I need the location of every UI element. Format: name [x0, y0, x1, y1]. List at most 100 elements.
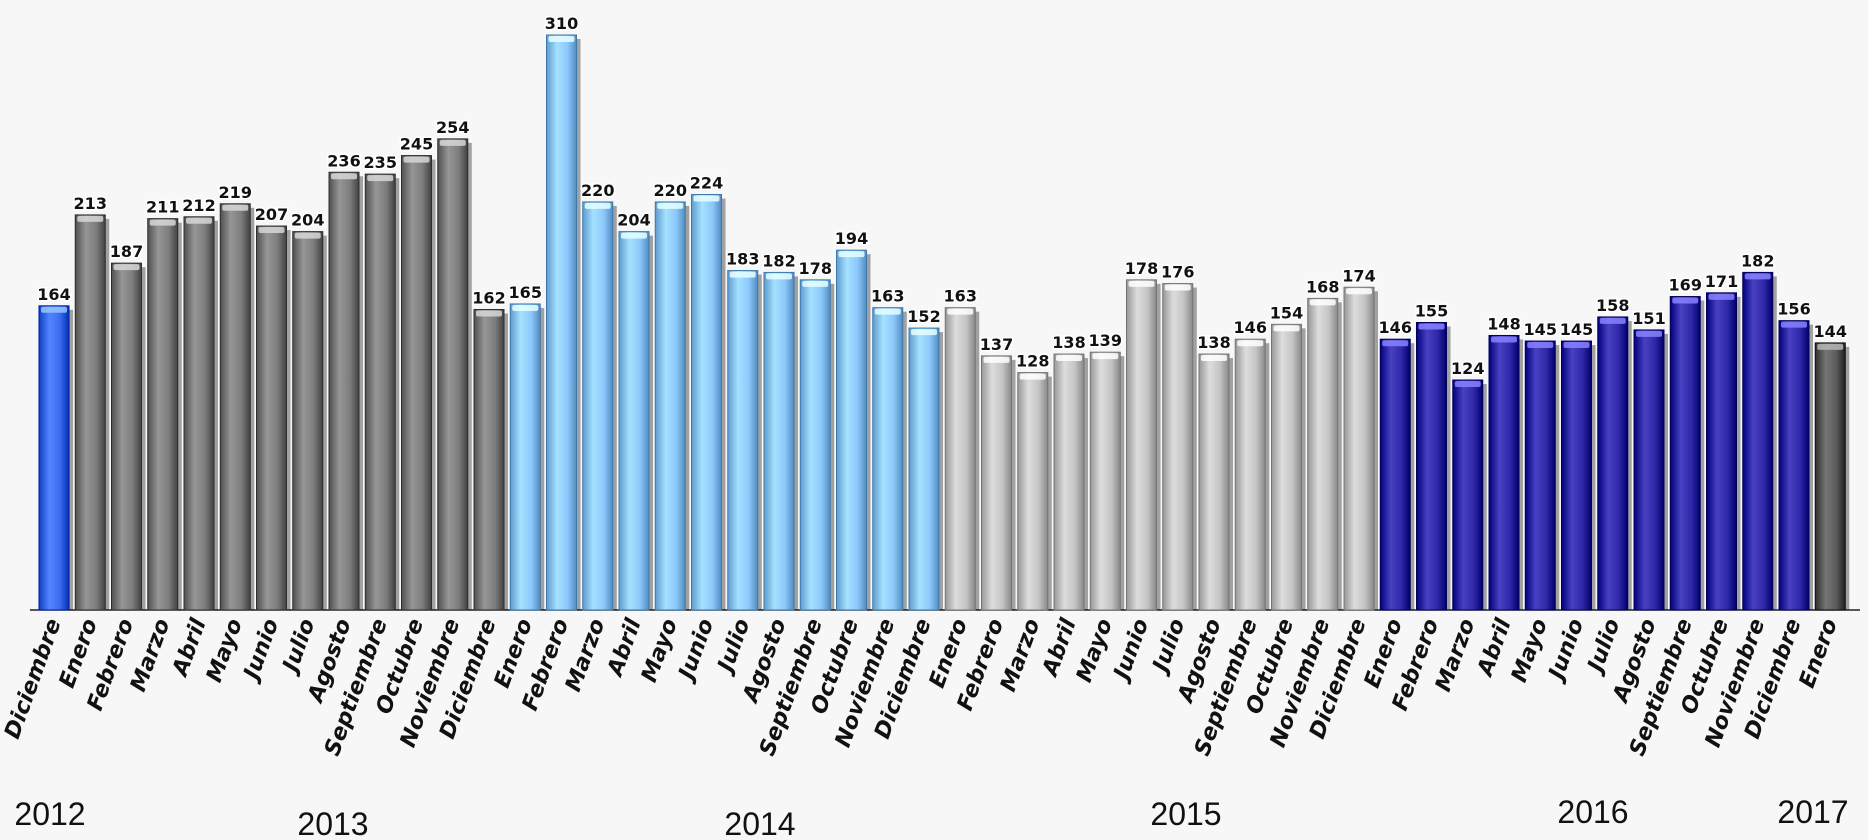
- data-label: 154: [1270, 303, 1303, 322]
- bar-top-highlight: [403, 156, 430, 163]
- bar: [1524, 340, 1556, 611]
- data-label: 155: [1415, 302, 1448, 321]
- bar: [546, 34, 577, 611]
- data-label: 144: [1814, 322, 1847, 341]
- data-label: 146: [1234, 318, 1267, 337]
- bar: [1162, 283, 1194, 611]
- bar-series: [38, 34, 1850, 611]
- data-label: 178: [1125, 259, 1158, 278]
- data-label: 128: [1016, 352, 1049, 371]
- bar: [473, 309, 505, 611]
- bar: [1271, 323, 1302, 611]
- data-label: 187: [110, 242, 143, 261]
- bar-top-highlight: [1237, 340, 1264, 347]
- data-label: 164: [37, 285, 70, 304]
- bar: [1633, 329, 1665, 611]
- bar: [654, 201, 686, 611]
- bar-top-highlight: [512, 304, 539, 311]
- bar: [292, 231, 324, 611]
- data-label: 254: [436, 118, 469, 137]
- data-label: 310: [545, 14, 578, 33]
- data-label: 182: [1741, 251, 1774, 270]
- bar: [1452, 379, 1484, 611]
- data-label: 151: [1632, 309, 1665, 328]
- bar: [981, 355, 1012, 611]
- bar: [437, 138, 469, 611]
- bar-top-highlight: [548, 36, 575, 42]
- bar: [691, 194, 722, 611]
- bar: [183, 216, 215, 611]
- bar-top-highlight: [1454, 381, 1481, 387]
- bar-top-highlight: [911, 329, 937, 336]
- year-labels: 2012 2013 2014 2015 2016 2017: [14, 794, 1848, 840]
- bar-top-highlight: [186, 217, 212, 224]
- data-label: 158: [1596, 296, 1629, 315]
- bar-top-highlight: [1599, 317, 1626, 324]
- bar-top-highlight: [584, 202, 611, 209]
- bar-top-highlight: [331, 173, 357, 180]
- bar: [1234, 338, 1266, 611]
- bar: [1307, 297, 1339, 611]
- bar: [509, 303, 541, 611]
- year-label: 2017: [1777, 794, 1848, 830]
- year-label: 2016: [1557, 794, 1628, 830]
- data-label: 171: [1705, 272, 1738, 291]
- bar: [1053, 353, 1085, 611]
- bar-top-highlight: [294, 232, 321, 239]
- bar: [74, 214, 106, 611]
- bar: [1561, 340, 1592, 611]
- bar: [328, 171, 360, 611]
- bar-top-highlight: [947, 308, 974, 315]
- data-label: 174: [1342, 266, 1375, 285]
- bar: [256, 225, 287, 611]
- bar-top-highlight: [1273, 325, 1300, 332]
- bar: [799, 279, 831, 611]
- data-label: 219: [219, 183, 252, 202]
- bar-top-highlight: [1527, 342, 1554, 349]
- data-label: 212: [182, 196, 215, 215]
- bar: [1017, 372, 1049, 611]
- bar: [1706, 292, 1737, 611]
- bar-top-highlight: [693, 195, 720, 202]
- bar: [38, 305, 70, 611]
- bar-top-highlight: [838, 251, 865, 258]
- bar-top-highlight: [113, 264, 140, 271]
- bar: [1669, 296, 1701, 611]
- bar: [1089, 351, 1121, 611]
- data-label: 165: [509, 283, 542, 302]
- data-label: 224: [690, 174, 723, 193]
- bar-top-highlight: [439, 139, 466, 146]
- data-label: 182: [762, 251, 795, 270]
- bar: [1488, 334, 1520, 611]
- bar: [1742, 271, 1774, 611]
- bar: [763, 271, 795, 611]
- bar: [908, 327, 940, 611]
- year-label: 2015: [1150, 796, 1221, 832]
- bar-top-highlight: [1744, 273, 1771, 280]
- bar: [111, 262, 142, 611]
- bar-top-highlight: [1019, 373, 1046, 380]
- bar: [1198, 353, 1230, 611]
- data-label: 145: [1560, 320, 1593, 339]
- bar: [872, 307, 904, 611]
- bar-top-highlight: [1346, 288, 1372, 295]
- bar-top-highlight: [1672, 297, 1699, 304]
- bar-top-highlight: [1708, 293, 1735, 300]
- bar: [944, 307, 976, 611]
- data-label: 146: [1379, 318, 1412, 337]
- bar: [1416, 322, 1447, 611]
- bar-top-highlight: [657, 202, 684, 209]
- bar: [147, 218, 179, 611]
- data-label: 194: [835, 229, 868, 248]
- bar-top-highlight: [258, 227, 285, 234]
- data-label: 207: [255, 205, 288, 224]
- bar-top-highlight: [367, 175, 394, 182]
- bar-top-highlight: [766, 273, 792, 280]
- data-label: 137: [980, 335, 1013, 354]
- data-label: 176: [1161, 263, 1194, 282]
- bar: [727, 270, 759, 611]
- data-label: 245: [400, 135, 433, 154]
- year-label: 2013: [297, 806, 368, 840]
- bar-top-highlight: [1781, 321, 1807, 328]
